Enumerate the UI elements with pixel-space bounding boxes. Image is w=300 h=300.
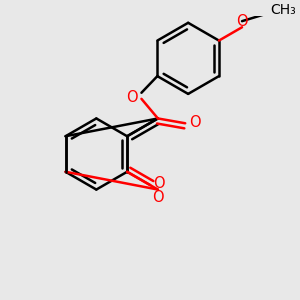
Text: O: O <box>126 90 138 105</box>
Text: O: O <box>189 115 201 130</box>
Text: CH₃: CH₃ <box>270 3 296 17</box>
Text: O: O <box>153 176 164 191</box>
Text: O: O <box>152 190 164 206</box>
Text: O: O <box>236 14 248 29</box>
